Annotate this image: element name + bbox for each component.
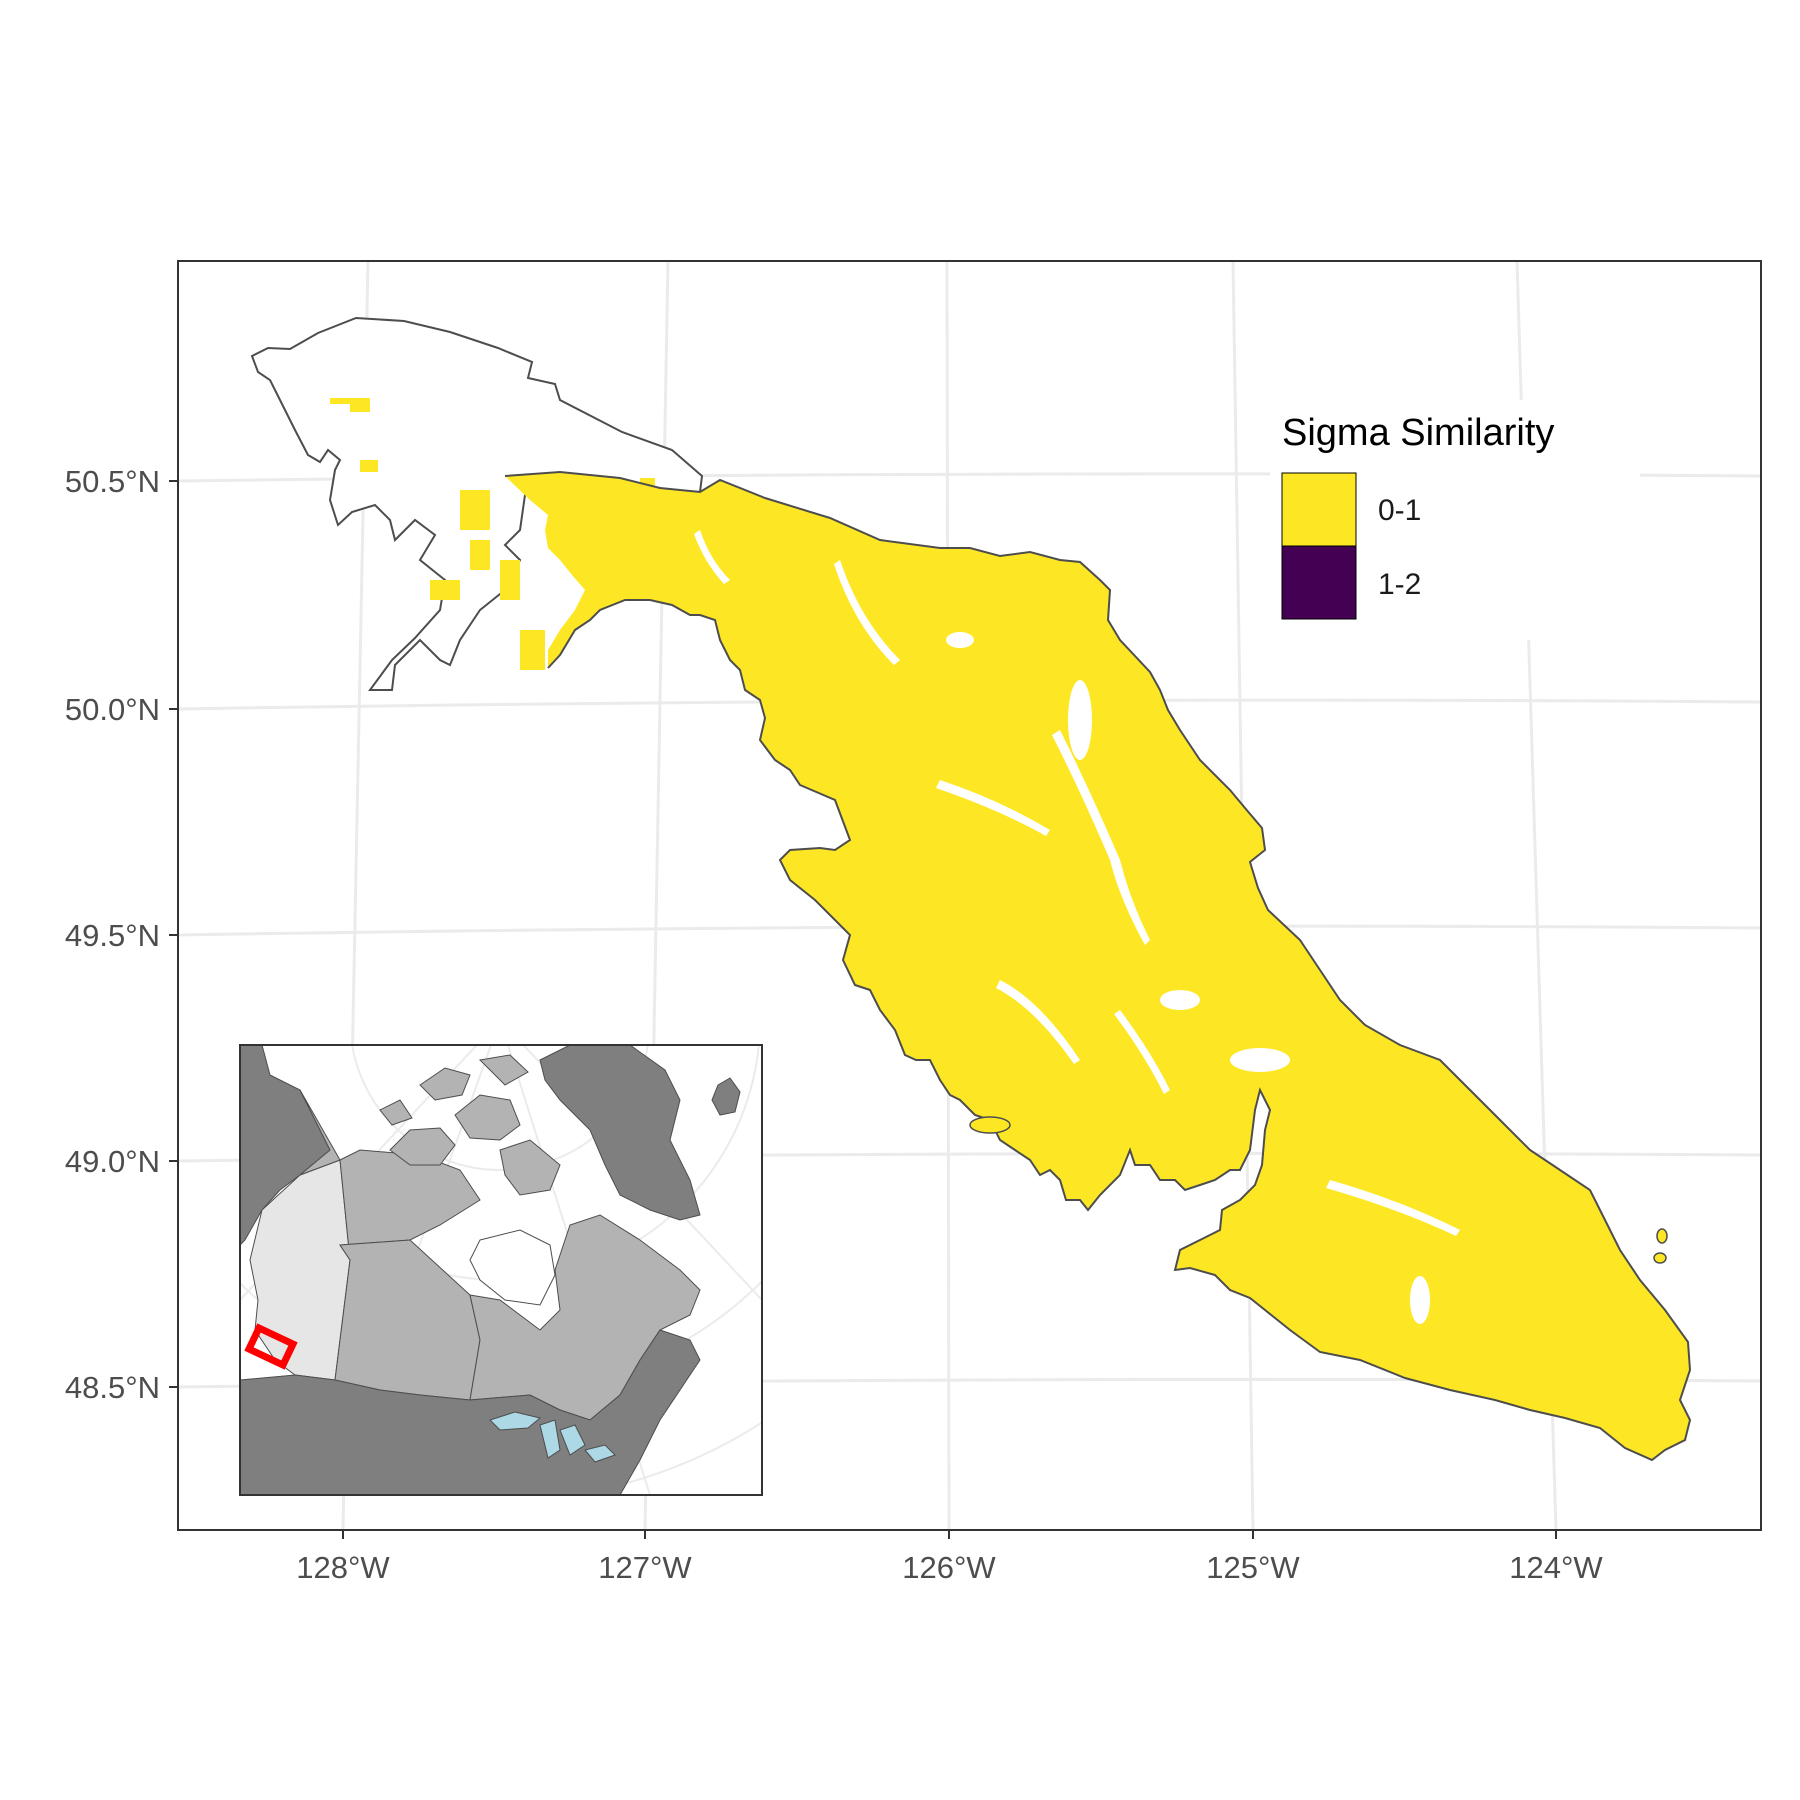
inset-usa	[240, 1329, 701, 1495]
x-tick-label: 128°W	[296, 1550, 390, 1585]
islet	[969, 1116, 1011, 1134]
y-tick-label: 48.5°N	[65, 1370, 160, 1405]
legend-key-1-2	[1281, 545, 1357, 620]
island-coastline	[504, 470, 1692, 1462]
x-tick-label: 126°W	[902, 1550, 996, 1585]
legend-title: Sigma Similarity	[1282, 412, 1554, 454]
lake-patch	[1410, 1276, 1430, 1324]
river-patch	[936, 780, 1050, 836]
lake-patch	[946, 632, 974, 648]
river-patch	[1114, 1010, 1170, 1094]
inset-iceland	[711, 1077, 741, 1116]
river-patch	[694, 530, 730, 584]
offshore-islets	[969, 1116, 1668, 1264]
x-axis-labels: 128°W 127°W 126°W 125°W 124°W	[296, 1550, 1603, 1585]
y-axis-labels: 50.5°N 50.0°N 49.5°N 49.0°N 48.5°N	[65, 464, 160, 1405]
unsuitable-patches	[694, 530, 1460, 1324]
river-patch	[834, 560, 900, 665]
inset-great-lakes	[489, 1411, 616, 1463]
inset-location-marker	[244, 1323, 298, 1370]
lake-patch	[1230, 1048, 1290, 1072]
river-patch	[1052, 730, 1150, 945]
scattered-suitable-pixels	[330, 398, 655, 670]
y-tick-label: 49.0°N	[65, 1144, 160, 1179]
inset-map	[239, 1044, 763, 1496]
island-suitable-area	[505, 472, 1690, 1460]
x-tick-label: 125°W	[1206, 1550, 1300, 1585]
y-tick-label: 50.5°N	[65, 464, 160, 499]
y-tick-label: 50.0°N	[65, 692, 160, 727]
inset-hudson-bay	[469, 1229, 556, 1306]
islet	[1653, 1252, 1667, 1264]
legend-label-1-2: 1-2	[1378, 568, 1421, 601]
inset-arctic-islands	[379, 1054, 561, 1196]
axis-ticks	[169, 480, 1557, 1539]
lake-patch	[1160, 990, 1200, 1010]
legend-key-0-1	[1281, 472, 1357, 547]
inset-greenland	[539, 1045, 701, 1221]
river-patch	[1326, 1180, 1460, 1236]
lake-patch	[1068, 680, 1092, 760]
x-tick-label: 124°W	[1509, 1550, 1603, 1585]
x-tick-label: 127°W	[598, 1550, 692, 1585]
legend: Sigma Similarity 0-1 1-2	[1270, 400, 1640, 640]
panel-border	[177, 260, 1762, 1531]
legend-label-0-1: 0-1	[1378, 494, 1421, 527]
river-patch	[996, 980, 1080, 1064]
islet	[1656, 1228, 1668, 1244]
inset-border	[239, 1044, 763, 1496]
y-tick-label: 49.5°N	[65, 918, 160, 953]
